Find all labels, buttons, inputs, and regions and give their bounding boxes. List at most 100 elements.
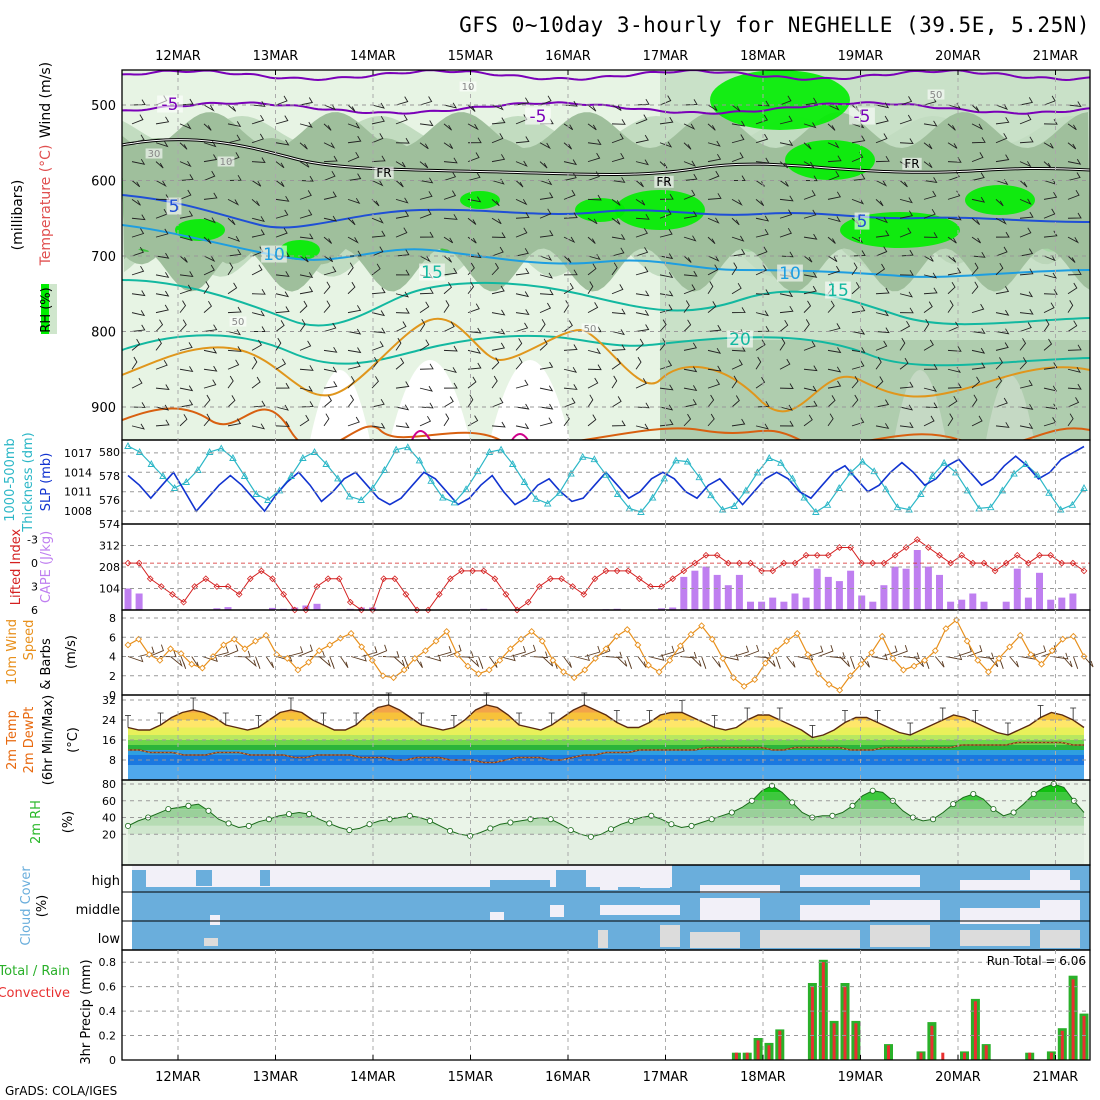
temp-band xyxy=(128,712,1084,720)
upper-wind-barb xyxy=(515,291,530,298)
temp-contour-5 xyxy=(122,194,1090,229)
wind-speed-point xyxy=(156,656,164,664)
surface-wind-barb xyxy=(212,646,229,657)
thickness-axis-label-a: 1000-500mb xyxy=(3,438,18,522)
cape-bar xyxy=(902,568,910,610)
upper-wind-barb xyxy=(395,210,410,219)
upper-wind-barb xyxy=(491,133,504,144)
upper-wind-barb xyxy=(755,157,770,164)
upper-wind-barb xyxy=(395,381,410,389)
wind-speed-point xyxy=(793,629,801,637)
cape-bar xyxy=(924,566,932,610)
lifted-index-point xyxy=(124,559,132,567)
upper-wind-barb xyxy=(203,347,218,354)
dry-dome xyxy=(310,370,370,440)
upper-wind-barb xyxy=(635,134,649,144)
upper-wind-barb xyxy=(707,193,722,200)
upper-wind-barb xyxy=(131,377,143,389)
lifted-index-point xyxy=(358,606,365,614)
upper-wind-barb xyxy=(395,114,408,125)
surface-wind-barb xyxy=(446,644,462,657)
surface-wind-barb xyxy=(170,656,183,668)
contour-label-bg xyxy=(157,95,183,113)
upper-wind-barb xyxy=(491,309,506,316)
upper-wind-barb xyxy=(635,290,650,297)
precip-convective-bar xyxy=(1071,979,1075,1060)
upper-wind-barb xyxy=(539,179,553,186)
temp-contour-35 xyxy=(411,430,431,440)
upper-wind-barb xyxy=(515,423,530,430)
lifted-index-point xyxy=(802,551,810,559)
upper-wind-barb xyxy=(755,289,770,295)
upper-wind-barb xyxy=(419,161,429,169)
upper-wind-barb xyxy=(731,359,743,370)
temp-minmax-bar xyxy=(907,722,914,735)
upper-wind-barb xyxy=(683,235,697,242)
upper-wind-barb xyxy=(131,99,146,106)
upper-wind-barb xyxy=(659,304,673,314)
wind-speed-point xyxy=(783,637,791,645)
upper-wind-barb xyxy=(467,362,482,370)
thickness-point xyxy=(159,472,167,479)
thickness-point xyxy=(170,484,179,491)
upper-wind-barb xyxy=(323,413,330,427)
rh-point xyxy=(245,822,252,829)
contour-label-bg xyxy=(777,264,803,282)
upper-wind-barb xyxy=(563,320,573,332)
lifted-index-point xyxy=(391,575,399,583)
upper-wind-barb xyxy=(851,394,859,408)
upper-wind-barb xyxy=(707,236,716,245)
surface-wind-barb xyxy=(329,656,335,669)
upper-wind-barb xyxy=(923,190,937,200)
upper-wind-barb xyxy=(683,385,698,392)
upper-wind-barb xyxy=(971,347,986,354)
upper-wind-barb xyxy=(371,422,386,429)
rh-point xyxy=(728,809,735,816)
upper-wind-barb xyxy=(395,337,402,351)
surface-wind-barb xyxy=(531,651,549,659)
cape-bar xyxy=(269,607,276,610)
upper-wind-barb xyxy=(659,290,674,297)
surface-wind-barb xyxy=(403,656,410,669)
surface-wind-barb xyxy=(701,656,707,669)
upper-wind-barb xyxy=(491,357,500,370)
upper-wind-barb xyxy=(371,155,386,163)
upper-wind-barb xyxy=(827,380,842,389)
upper-wind-barb xyxy=(563,236,576,244)
thickness-tick-label: 580 xyxy=(99,446,120,459)
upper-wind-barb xyxy=(275,115,289,125)
cloud-patch xyxy=(640,880,670,888)
grads-credit: GrADS: COLA/IGES xyxy=(5,1084,117,1098)
upper-wind-barb xyxy=(275,382,290,389)
lifted-index-point xyxy=(891,551,899,559)
contour-label: -5 xyxy=(162,95,179,115)
upper-wind-barb xyxy=(539,385,554,392)
rh-low-moist xyxy=(660,340,1090,440)
lifted-index-point xyxy=(902,544,910,551)
wind-tick-label: 2 xyxy=(109,670,116,683)
upper-wind-barb xyxy=(995,217,1007,225)
wind-speed-point xyxy=(273,651,281,659)
upper-wind-barb xyxy=(971,362,986,370)
temp-tick-label: 32 xyxy=(102,694,116,707)
thickness-point xyxy=(1045,488,1053,496)
rh-tick-label: 80 xyxy=(102,778,116,791)
precip-convective-bar xyxy=(745,1052,749,1060)
upper-wind-barb xyxy=(587,394,594,408)
upper-wind-barb xyxy=(347,305,362,314)
upper-wind-barb xyxy=(275,95,288,106)
upper-wind-barb xyxy=(947,171,960,181)
cape-bar xyxy=(869,601,877,610)
wind-speed-point xyxy=(825,680,833,688)
contour-label-bg xyxy=(727,330,753,348)
upper-wind-barb xyxy=(611,217,621,225)
upper-wind-barb xyxy=(1019,161,1032,168)
cloud-patch xyxy=(800,875,920,887)
wind-speed-point xyxy=(379,672,387,680)
upper-wind-barb xyxy=(683,255,692,263)
temp-axis-label-d: (°C) xyxy=(66,727,81,753)
upper-wind-barb xyxy=(467,281,475,295)
contour-label: 10 xyxy=(462,82,475,93)
thickness-point xyxy=(543,499,552,507)
upper-wind-barb xyxy=(971,394,978,408)
